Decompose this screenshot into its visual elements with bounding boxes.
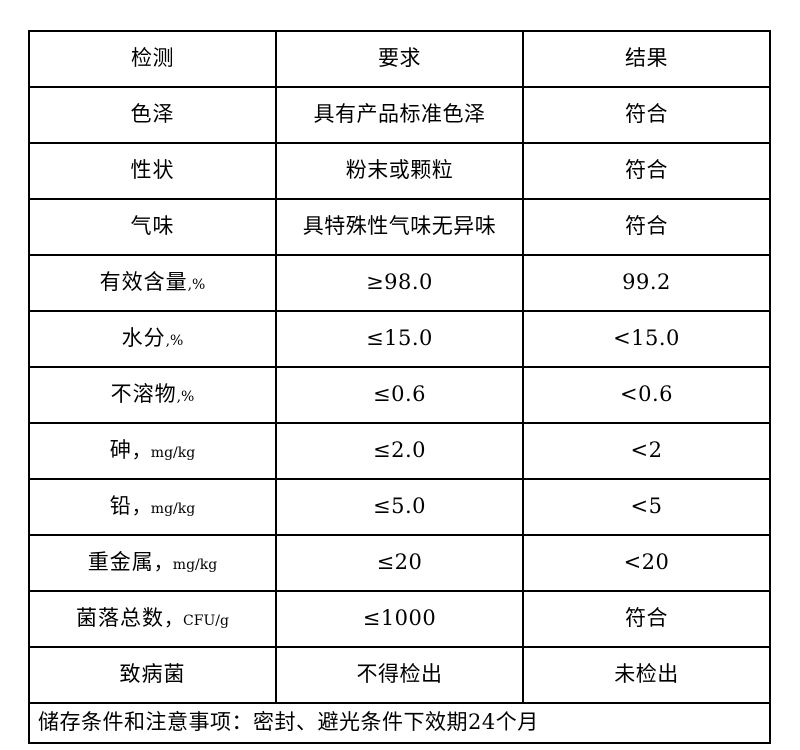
cell-requirement: ≥98.0 [275,254,524,312]
table-row: 水分,% ≤15.0 <15.0 [28,310,771,368]
cell-requirement: ≤20 [275,534,524,592]
cell-result: 符合 [522,86,771,144]
item-unit: CFU/g [183,613,229,630]
cell-result: <15.0 [522,310,771,368]
item-unit-separator: ， [164,608,184,631]
cell-requirement: 粉末或颗粒 [275,142,524,200]
cell-item: 致病菌 [28,646,277,704]
cell-result: 符合 [522,198,771,256]
cell-result: <2 [522,422,771,480]
cell-result: <5 [522,478,771,536]
item-label: 砷 [109,438,132,463]
item-unit: ,% [176,389,195,406]
cell-requirement: 具有产品标准色泽 [275,86,524,144]
item-unit-separator: ， [131,440,151,463]
table-body: 检测 要求 结果 色泽 具有产品标准色泽 符合 性状 粉末或颗粒 符合 气味 具特殊性气味无异… [28,30,771,744]
item-label: 不溶物 [110,382,177,407]
cell-item: 有效含量,% [28,254,277,312]
item-unit-separator: ， [153,552,173,575]
cell-item: 水分,% [28,310,277,368]
item-label: 色泽 [130,102,175,127]
table-row: 不溶物,% ≤0.6 <0.6 [28,366,771,424]
table-row: 气味 具特殊性气味无异味 符合 [28,198,771,256]
table-row: 性状 粉末或颗粒 符合 [28,142,771,200]
cell-result: 未检出 [522,646,771,704]
item-unit: ,% [165,333,184,350]
item-unit: mg/kg [150,445,196,462]
cell-result: 99.2 [522,254,771,312]
cell-requirement: 具特殊性气味无异味 [275,198,524,256]
table-row: 铅，mg/kg ≤5.0 <5 [28,478,771,536]
item-unit-separator: ， [131,496,151,519]
table-row: 色泽 具有产品标准色泽 符合 [28,86,771,144]
table-row: 致病菌 不得检出 未检出 [28,646,771,704]
table-row: 重金属，mg/kg ≤20 <20 [28,534,771,592]
cell-item: 砷，mg/kg [28,422,277,480]
item-label: 气味 [130,214,175,239]
item-label: 铅 [109,494,132,519]
cell-requirement: ≤15.0 [275,310,524,368]
cell-requirement: ≤5.0 [275,478,524,536]
cell-result: 符合 [522,142,771,200]
column-header-requirement: 要求 [275,30,524,88]
column-header-item: 检测 [28,30,277,88]
table-row: 菌落总数，CFU/g ≤1000 符合 [28,590,771,648]
item-unit: mg/kg [172,557,218,574]
cell-requirement: ≤0.6 [275,366,524,424]
cell-item: 菌落总数，CFU/g [28,590,277,648]
item-label: 性状 [130,158,175,183]
cell-requirement: ≤2.0 [275,422,524,480]
cell-item: 铅，mg/kg [28,478,277,536]
item-unit: ,% [187,277,206,294]
cell-requirement: 不得检出 [275,646,524,704]
table-row: 砷，mg/kg ≤2.0 <2 [28,422,771,480]
cell-item: 不溶物,% [28,366,277,424]
cell-result: <0.6 [522,366,771,424]
item-label: 水分 [121,326,166,351]
cell-item: 性状 [28,142,277,200]
cell-result: 符合 [522,590,771,648]
column-header-result: 结果 [522,30,771,88]
item-label: 有效含量 [99,270,188,295]
item-label: 致病菌 [119,662,186,687]
cell-item: 重金属，mg/kg [28,534,277,592]
table-header-row: 检测 要求 结果 [28,30,771,88]
table-row: 有效含量,% ≥98.0 99.2 [28,254,771,312]
table-footer-row: 储存条件和注意事项：密封、避光条件下效期24个月 [28,702,771,744]
item-label: 重金属 [87,550,154,575]
cell-result: <20 [522,534,771,592]
specification-table: 检测 要求 结果 色泽 具有产品标准色泽 符合 性状 粉末或颗粒 符合 气味 具特殊性气味无异… [28,30,771,744]
item-label: 菌落总数 [76,606,165,631]
cell-item: 气味 [28,198,277,256]
cell-requirement: ≤1000 [275,590,524,648]
item-unit: mg/kg [150,501,196,518]
cell-item: 色泽 [28,86,277,144]
storage-conditions-note: 储存条件和注意事项：密封、避光条件下效期24个月 [28,702,771,744]
